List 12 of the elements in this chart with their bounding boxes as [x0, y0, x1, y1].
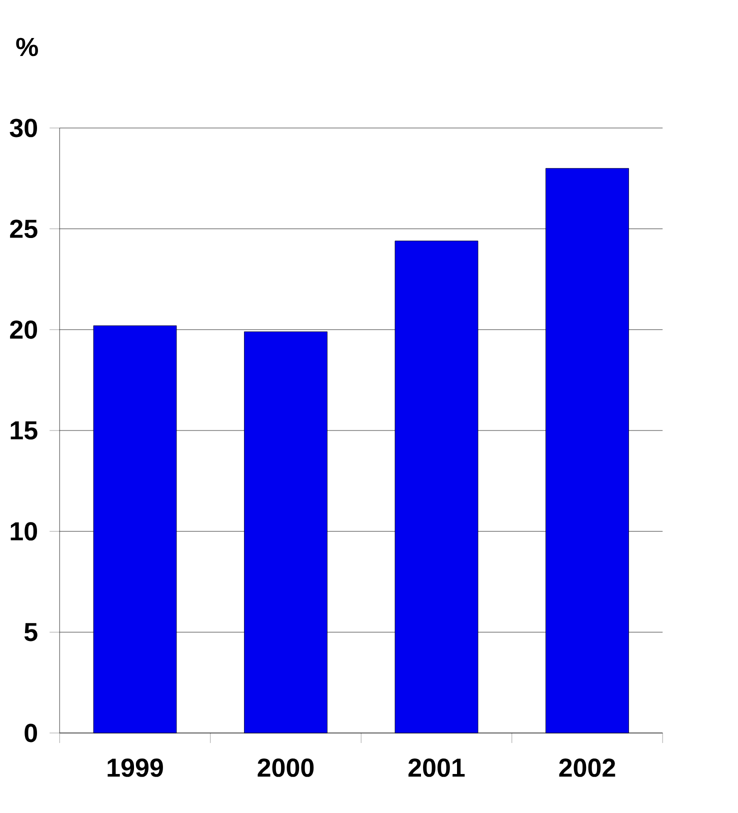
y-tick-label: 30: [10, 118, 38, 138]
x-tick-label: 2000: [258, 758, 314, 777]
y-tick-label: 10: [10, 522, 38, 541]
y-tick-label: 0: [24, 724, 38, 742]
y-tick-label: 5: [24, 623, 38, 642]
y-tick-label: 20: [10, 320, 38, 339]
x-tick-label: 2001: [408, 758, 465, 777]
y-tick-label: 15: [10, 421, 38, 440]
x-tick-label: 1999: [108, 758, 163, 777]
y-axis-title: %: [16, 38, 38, 56]
y-tick-label: 25: [10, 220, 38, 238]
x-tick-label: 2002: [559, 758, 616, 777]
